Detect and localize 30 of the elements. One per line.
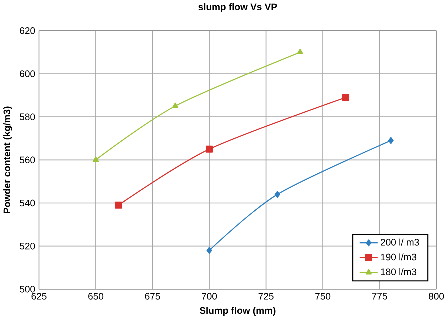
y-tick-label: 540	[20, 200, 36, 207]
x-axis-title: Slump flow (mm)	[200, 307, 276, 316]
y-tick-label: 600	[20, 70, 36, 78]
x-tick-label: 625	[32, 293, 47, 300]
y-tick-label: 500	[20, 286, 36, 294]
point	[206, 247, 212, 254]
point	[115, 202, 122, 210]
y-tick-label: 580	[20, 114, 36, 121]
legend-label: 180 l/m3	[381, 268, 417, 276]
x-tick-label: 700	[202, 293, 218, 300]
x-tick-label: 725	[258, 293, 274, 300]
y-axis-title: Powder content (kg/m3)	[4, 107, 12, 214]
point	[342, 94, 350, 102]
y-tick-label: 520	[20, 243, 36, 250]
y-tick-label: 620	[20, 28, 36, 35]
point	[388, 138, 394, 145]
x-tick-label: 750	[316, 293, 331, 300]
x-tick-label: 800	[429, 293, 444, 300]
x-tick-label: 775	[372, 293, 388, 300]
point	[274, 191, 280, 198]
point	[297, 49, 304, 55]
chart-title: slump flow Vs VP	[198, 4, 278, 13]
x-tick-label: 675	[145, 293, 160, 300]
legend-label: 190 l/m3	[381, 254, 417, 261]
legend-label: 200 l/ m3	[381, 239, 420, 246]
point	[172, 103, 179, 109]
point	[206, 146, 214, 154]
x-tick-label: 650	[88, 293, 104, 300]
point	[92, 156, 100, 162]
y-tick-label: 560	[20, 157, 36, 164]
